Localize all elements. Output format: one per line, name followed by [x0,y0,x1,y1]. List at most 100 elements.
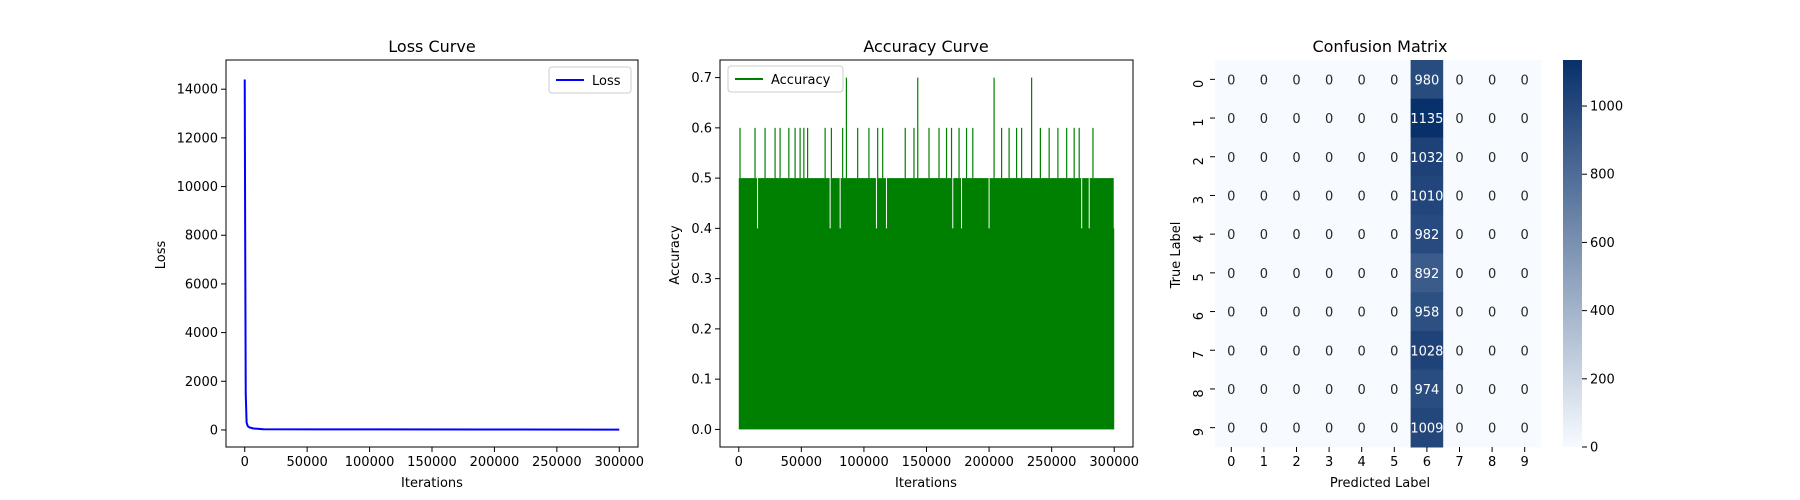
heatmap-cell [1312,253,1346,293]
heatmap-cell-value: 0 [1260,306,1268,321]
heatmap-cell-value: 0 [1455,151,1463,166]
accuracy-legend-label: Accuracy [771,73,831,88]
heatmap-cell [1378,330,1412,371]
heatmap-cell-value: 0 [1227,306,1235,321]
heatmap-cell-value: 0 [1325,344,1333,359]
heatmap-cell-value: 0 [1227,344,1235,359]
heatmap-cell-value: 0 [1227,189,1235,204]
loss-y-tick-label: 12000 [177,131,218,146]
heatmap-cell-value: 0 [1488,112,1496,127]
heatmap-cell [1345,369,1379,409]
heatmap-cell [1508,292,1542,332]
heatmap-cell-value: 1009 [1410,422,1443,437]
heatmap-cell-value: 0 [1227,267,1235,282]
heatmap-cell [1443,330,1477,371]
heatmap-cell [1378,253,1412,293]
heatmap-cell [1312,408,1346,448]
heatmap-cell-value: 0 [1292,112,1300,127]
heatmap-cell [1475,253,1509,293]
heatmap-cell-value: 0 [1260,189,1268,204]
accuracy-x-tick-label: 50000 [781,455,822,470]
heatmap-cell [1378,176,1412,216]
colorbar-tick-label: 800 [1590,168,1615,183]
heatmap-cell-value: 0 [1227,73,1235,88]
heatmap-cell-value: 958 [1414,306,1439,321]
loss-x-tick-label: 250000 [532,455,582,470]
heatmap-cell-value: 0 [1358,267,1366,282]
heatmap-cell-value: 0 [1260,267,1268,282]
heatmap-cell [1280,137,1314,177]
heatmap-x-tick-label: 8 [1488,455,1496,470]
heatmap-cell [1215,292,1249,332]
heatmap-cell [1410,137,1444,177]
heatmap-cell [1508,98,1542,138]
heatmap-cell-value: 0 [1488,189,1496,204]
heatmap-cell [1280,253,1314,293]
heatmap-cell-value: 982 [1414,228,1439,243]
heatmap-cell-value: 0 [1390,151,1398,166]
heatmap-cell [1345,253,1379,293]
heatmap-cell-value: 0 [1227,383,1235,398]
loss-y-tick-label: 4000 [185,326,218,341]
heatmap-cell [1410,369,1444,409]
heatmap-cell [1508,60,1542,100]
heatmap-cell-value: 0 [1488,383,1496,398]
heatmap-cell-value: 0 [1292,383,1300,398]
heatmap-cell-value: 0 [1455,422,1463,437]
heatmap-cell-value: 0 [1358,151,1366,166]
accuracy-y-tick-label: 0.0 [691,423,712,438]
heatmap-cell-value: 0 [1521,189,1529,204]
heatmap-cell-value: 0 [1455,306,1463,321]
loss-legend-box [548,66,632,94]
heatmap-cell [1475,176,1509,216]
heatmap-cell-value: 0 [1325,267,1333,282]
loss-legend: Loss [548,66,632,94]
loss-series-line [243,79,620,431]
heatmap-cell-value: 0 [1521,151,1529,166]
heatmap-cell [1280,369,1314,409]
heatmap-y-tick-label: 1 [1192,118,1207,126]
heatmap-cell [1215,60,1249,100]
heatmap-cell [1215,176,1249,216]
heatmap-cell [1410,292,1444,332]
heatmap-cell [1378,214,1412,254]
loss-x-tick-label: 100000 [345,455,395,470]
accuracy-y-tick-label: 0.4 [691,222,712,237]
loss-y-tick-label: 10000 [177,180,218,195]
heatmap-cell-value: 0 [1390,112,1398,127]
heatmap-cell [1475,292,1509,332]
heatmap-cell [1378,60,1412,100]
heatmap-cell [1215,330,1249,371]
heatmap-cell-value: 0 [1455,344,1463,359]
heatmap-cell-value: 0 [1390,306,1398,321]
loss-y-tick-label: 0 [210,423,218,438]
heatmap-cell-value: 892 [1414,267,1439,282]
heatmap-cell [1475,408,1509,448]
heatmap-cell-value: 0 [1455,383,1463,398]
heatmap-cell-value: 0 [1488,151,1496,166]
heatmap-cell-value: 0 [1488,267,1496,282]
heatmap-cell-value: 0 [1325,151,1333,166]
colorbar-tick-label: 600 [1590,236,1615,251]
heatmap-cell-value: 0 [1292,344,1300,359]
heatmap-cell [1475,369,1509,409]
heatmap-y-tick-label: 0 [1192,80,1207,88]
heatmap-cell-value: 0 [1325,189,1333,204]
heatmap-cell-value: 980 [1414,73,1439,88]
heatmap-cell-value: 0 [1488,344,1496,359]
heatmap-cell [1247,408,1281,448]
heatmap-cell-value: 0 [1260,151,1268,166]
heatmap-cell-value: 0 [1325,228,1333,243]
colorbar-tick-label: 1000 [1590,100,1623,115]
heatmap-cell-value: 0 [1260,228,1268,243]
accuracy-x-axis-label: Iterations [895,476,957,491]
heatmap-cell [1443,369,1477,409]
heatmap-cell-value: 0 [1292,422,1300,437]
heatmap-x-tick-label: 9 [1521,455,1529,470]
heatmap-cell [1443,176,1477,216]
heatmap-cell [1312,60,1346,100]
heatmap-cell-value: 0 [1358,112,1366,127]
heatmap-cell [1378,408,1412,448]
colorbar: 0 200 400 600 800 1000 [1563,60,1623,456]
heatmap-cell-value: 0 [1325,422,1333,437]
